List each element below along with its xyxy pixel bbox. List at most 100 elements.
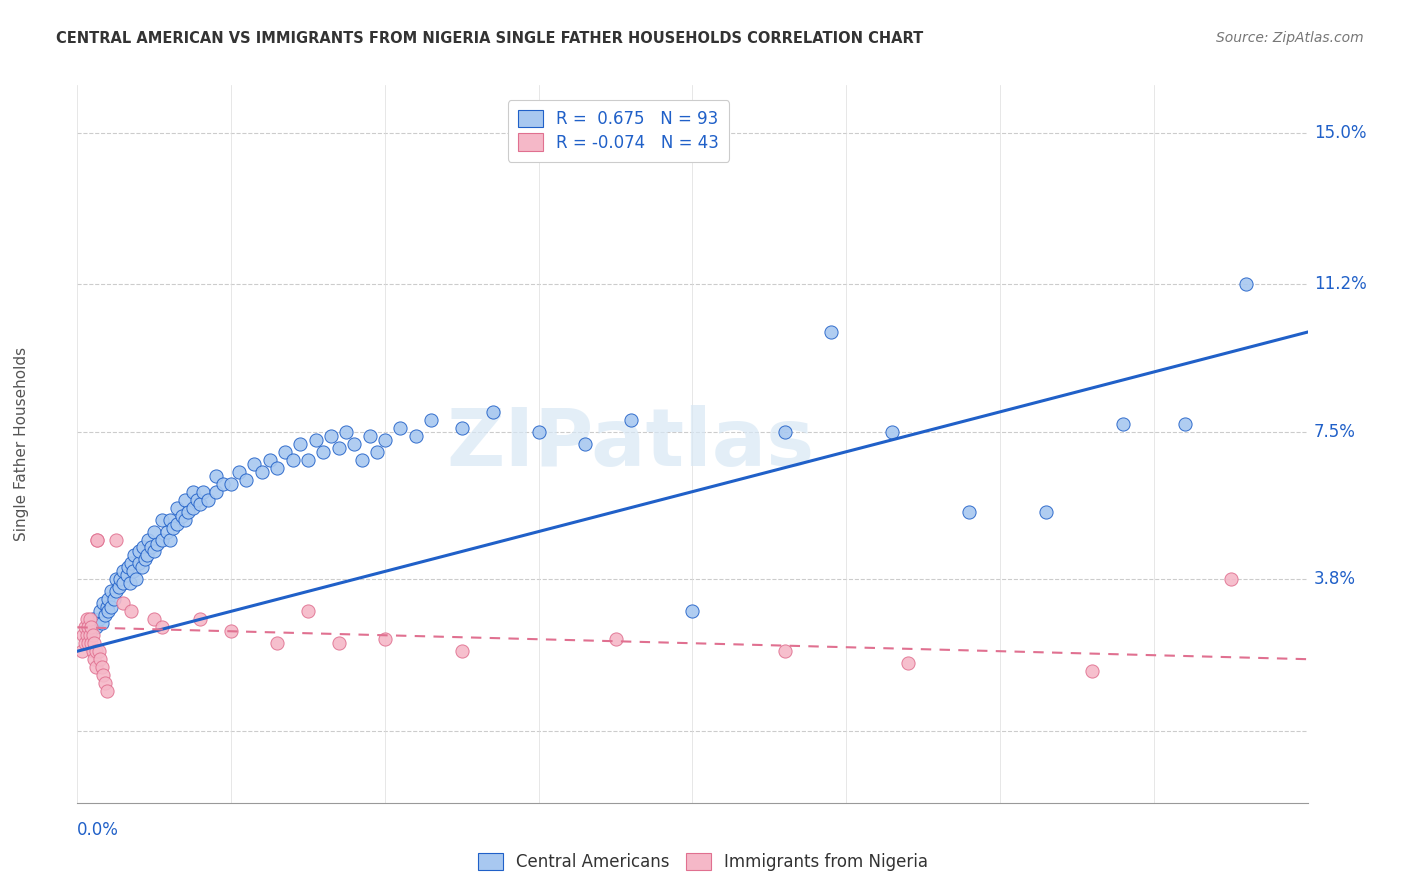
- Point: [89, 604, 111, 618]
- Text: Single Father Households: Single Father Households: [14, 347, 30, 541]
- Point: [110, 573, 132, 587]
- Text: 3.8%: 3.8%: [1313, 570, 1355, 589]
- Point: [87, 612, 110, 626]
- Point: [197, 492, 219, 507]
- Point: [374, 632, 396, 647]
- Point: [84, 644, 107, 658]
- Point: [204, 484, 226, 499]
- Point: [319, 429, 342, 443]
- Text: 7.5%: 7.5%: [1313, 423, 1355, 441]
- Point: [359, 429, 381, 443]
- Legend: R =  0.675   N = 93, R = -0.074   N = 43: R = 0.675 N = 93, R = -0.074 N = 43: [508, 100, 730, 161]
- Point: [605, 632, 627, 647]
- Point: [143, 524, 166, 539]
- Point: [96, 600, 118, 615]
- Point: [773, 644, 796, 658]
- Point: [374, 433, 396, 447]
- Point: [389, 421, 412, 435]
- Point: [122, 549, 145, 563]
- Point: [134, 552, 156, 566]
- Point: [76, 628, 98, 642]
- Point: [103, 592, 125, 607]
- Point: [94, 608, 117, 623]
- Point: [177, 505, 200, 519]
- Point: [141, 541, 163, 555]
- Point: [159, 533, 181, 547]
- Point: [96, 684, 118, 698]
- Point: [112, 596, 135, 610]
- Point: [281, 452, 304, 467]
- Point: [290, 437, 312, 451]
- Point: [259, 452, 281, 467]
- Point: [104, 573, 127, 587]
- Point: [112, 576, 135, 591]
- Point: [297, 452, 319, 467]
- Point: [82, 644, 104, 658]
- Point: [328, 441, 350, 455]
- Point: [94, 676, 117, 690]
- Point: [79, 612, 101, 626]
- Point: [97, 592, 120, 607]
- Point: [343, 437, 366, 451]
- Point: [170, 508, 193, 523]
- Point: [135, 549, 157, 563]
- Text: CENTRAL AMERICAN VS IMMIGRANTS FROM NIGERIA SINGLE FATHER HOUSEHOLDS CORRELATION: CENTRAL AMERICAN VS IMMIGRANTS FROM NIGE…: [56, 31, 924, 46]
- Point: [72, 628, 94, 642]
- Point: [79, 624, 101, 639]
- Point: [73, 636, 96, 650]
- Point: [186, 492, 208, 507]
- Point: [181, 484, 204, 499]
- Text: Source: ZipAtlas.com: Source: ZipAtlas.com: [1216, 31, 1364, 45]
- Point: [219, 476, 242, 491]
- Point: [235, 473, 257, 487]
- Point: [174, 512, 197, 526]
- Text: 0.0%: 0.0%: [77, 821, 120, 838]
- Point: [882, 425, 904, 439]
- Point: [80, 620, 103, 634]
- Point: [297, 604, 319, 618]
- Point: [118, 576, 141, 591]
- Point: [228, 465, 250, 479]
- Point: [274, 444, 297, 458]
- Point: [87, 644, 110, 658]
- Point: [83, 652, 105, 666]
- Point: [150, 512, 173, 526]
- Point: [120, 604, 142, 618]
- Point: [89, 652, 111, 666]
- Point: [79, 628, 101, 642]
- Point: [335, 425, 357, 439]
- Point: [73, 620, 96, 634]
- Text: 11.2%: 11.2%: [1313, 276, 1367, 293]
- Point: [481, 405, 503, 419]
- Point: [166, 516, 188, 531]
- Point: [82, 612, 104, 626]
- Point: [90, 616, 114, 631]
- Point: [112, 565, 135, 579]
- Point: [266, 460, 288, 475]
- Point: [100, 600, 122, 615]
- Point: [773, 425, 796, 439]
- Point: [1112, 417, 1135, 431]
- Point: [1081, 664, 1104, 678]
- Point: [104, 584, 127, 599]
- Point: [97, 604, 120, 618]
- Text: ZIPatlas: ZIPatlas: [447, 405, 815, 483]
- Point: [250, 465, 273, 479]
- Point: [121, 565, 143, 579]
- Point: [166, 500, 188, 515]
- Point: [188, 497, 212, 511]
- Point: [143, 544, 166, 558]
- Point: [82, 628, 104, 642]
- Point: [450, 644, 472, 658]
- Point: [350, 452, 373, 467]
- Point: [128, 544, 150, 558]
- Point: [77, 636, 100, 650]
- Point: [162, 520, 184, 534]
- Point: [897, 656, 920, 670]
- Point: [450, 421, 472, 435]
- Point: [820, 325, 842, 339]
- Point: [574, 437, 596, 451]
- Point: [1219, 573, 1241, 587]
- Point: [76, 612, 98, 626]
- Text: 15.0%: 15.0%: [1313, 124, 1367, 142]
